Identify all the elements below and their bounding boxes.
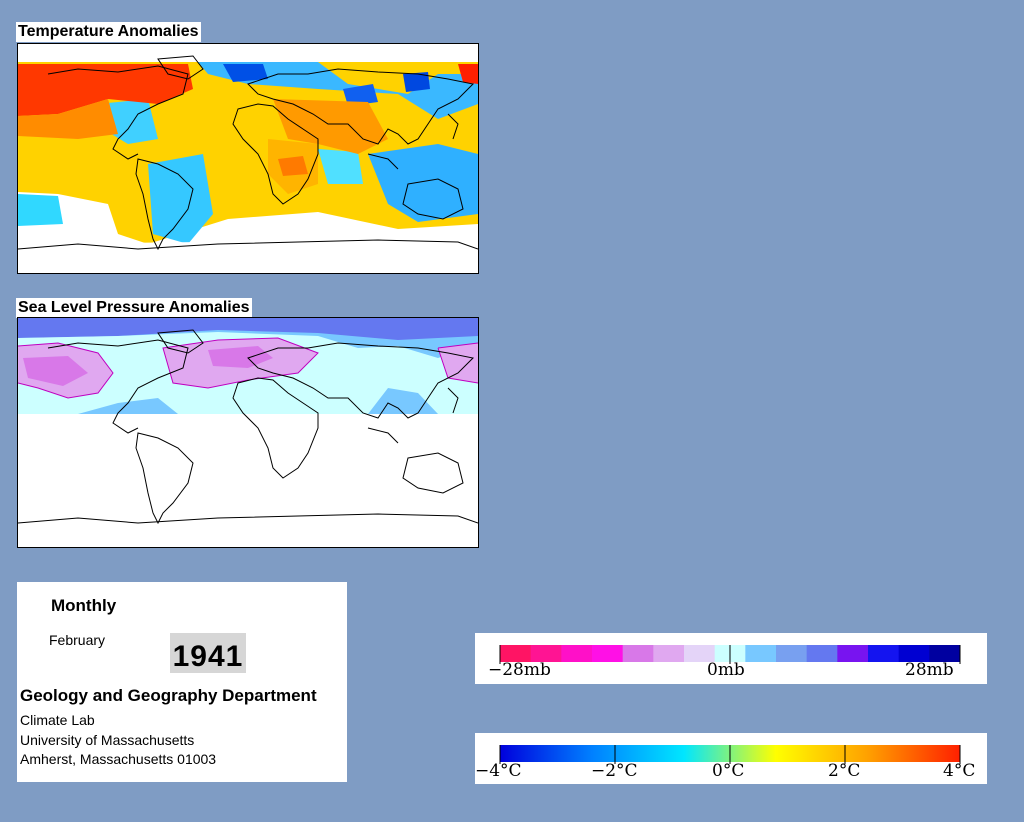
temperature-legend-label-pos: 2°C [828, 761, 861, 781]
pressure-swatch [868, 645, 900, 662]
pressure-swatch [592, 645, 624, 662]
temperature-legend: −4°C −2°C 0°C 2°C 4°C [475, 733, 987, 784]
pressure-legend-zero-label: 0mb [707, 660, 745, 680]
coastlines [18, 329, 478, 525]
cool-zone [318, 149, 363, 184]
cool-zone [18, 194, 63, 226]
temperature-legend-label-neg: −2°C [591, 761, 638, 781]
pressure-high-core [208, 346, 273, 368]
warm-zone [273, 99, 388, 154]
cool-zone [368, 144, 478, 222]
warm-zone [18, 99, 118, 139]
pressure-swatch [776, 645, 808, 662]
pressure-legend-max-label: 28mb [905, 660, 954, 680]
pressure-map-title: Sea Level Pressure Anomalies [16, 298, 252, 318]
cool-zone [148, 154, 213, 244]
pressure-high-core [23, 356, 88, 386]
period-label: Monthly [51, 596, 117, 615]
warm-zone [458, 64, 478, 84]
antarctica [18, 239, 478, 273]
temperature-colorbar [499, 745, 961, 764]
pressure-swatch [500, 645, 532, 662]
warm-zone [18, 64, 193, 116]
temperature-map-title: Temperature Anomalies [16, 22, 201, 42]
pressure-legend: −28mb 0mb 28mb [475, 633, 987, 684]
pressure-swatch [929, 645, 961, 662]
cool-zone [223, 64, 268, 82]
temperature-legend-label-max: 4°C [943, 761, 976, 781]
temperature-map-svg [18, 44, 478, 273]
info-panel: Monthly February 1941 Geology and Geogra… [17, 582, 347, 782]
year-display: 1941 [170, 633, 246, 673]
cool-zone [198, 62, 478, 119]
university-name: University of Massachusetts [20, 732, 195, 748]
cool-zone [403, 72, 430, 92]
pressure-swatch [653, 645, 685, 662]
pressure-swatch [561, 645, 593, 662]
pressure-swatch [745, 645, 777, 662]
department-name: Geology and Geography Department [20, 686, 317, 705]
coastlines [18, 55, 478, 251]
pressure-swatch [898, 645, 930, 662]
cool-zone [343, 84, 378, 106]
temperature-anomaly-map [17, 43, 479, 274]
pressure-map-svg [18, 318, 478, 547]
warm-zone [278, 156, 308, 176]
temperature-legend-label-min: −4°C [475, 761, 522, 781]
pressure-low-zone [18, 318, 478, 340]
lab-name: Climate Lab [20, 712, 95, 728]
address-line: Amherst, Massachusetts 01003 [20, 751, 217, 767]
pressure-swatch [837, 645, 869, 662]
pressure-swatch [622, 645, 654, 662]
pressure-legend-min-label: −28mb [488, 660, 551, 680]
pressure-swatch [530, 645, 562, 662]
pressure-colorbar [499, 645, 961, 664]
pressure-anomaly-map [17, 317, 479, 548]
temperature-legend-label-zero: 0°C [712, 761, 745, 781]
pressure-swatch [684, 645, 716, 662]
month-label: February [49, 632, 106, 648]
pressure-swatch [806, 645, 838, 662]
pressure-contours [18, 337, 478, 399]
